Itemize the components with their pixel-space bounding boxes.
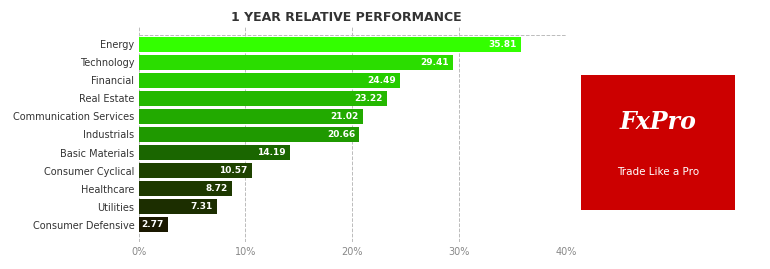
Bar (139, 218, 168, 232)
Text: 20.66: 20.66 (326, 130, 355, 139)
Bar (139, 37, 521, 51)
Text: 29.41: 29.41 (420, 58, 449, 67)
Bar (139, 145, 290, 160)
Text: 14.19: 14.19 (257, 148, 286, 157)
Text: 35.81: 35.81 (488, 40, 517, 49)
Text: 2.77: 2.77 (142, 220, 164, 229)
Bar (139, 73, 400, 88)
Bar (139, 55, 453, 70)
Text: 10.57: 10.57 (219, 166, 247, 175)
Text: 23.22: 23.22 (354, 94, 383, 103)
Bar (139, 109, 363, 124)
Text: 1 YEAR RELATIVE PERFORMANCE: 1 YEAR RELATIVE PERFORMANCE (231, 11, 462, 24)
Bar (139, 127, 360, 142)
Bar (139, 91, 387, 106)
Bar (139, 163, 252, 178)
Text: 8.72: 8.72 (206, 184, 227, 193)
Bar (139, 199, 216, 214)
Text: 21.02: 21.02 (330, 112, 359, 121)
Text: Trade Like a Pro: Trade Like a Pro (618, 167, 699, 177)
Bar (139, 181, 232, 196)
Text: FxPro: FxPro (620, 110, 697, 134)
Text: 7.31: 7.31 (190, 202, 213, 211)
Text: 24.49: 24.49 (367, 76, 396, 85)
